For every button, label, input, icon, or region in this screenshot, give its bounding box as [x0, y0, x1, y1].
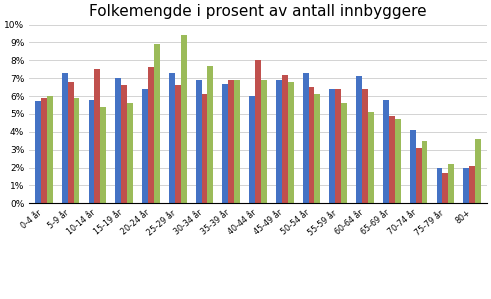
Bar — [341, 103, 347, 203]
Bar — [154, 44, 160, 203]
Bar — [335, 89, 341, 203]
Bar — [329, 89, 335, 203]
Bar — [302, 73, 308, 203]
Bar — [308, 87, 314, 203]
Bar — [41, 98, 47, 203]
Bar — [228, 80, 234, 203]
Bar — [74, 98, 80, 203]
Bar — [383, 100, 389, 203]
Bar — [436, 167, 442, 203]
Bar — [464, 167, 469, 203]
Bar — [395, 119, 401, 203]
Bar — [62, 73, 68, 203]
Bar — [195, 80, 201, 203]
Bar — [314, 94, 320, 203]
Bar — [255, 60, 261, 203]
Bar — [261, 80, 267, 203]
Bar — [288, 82, 294, 203]
Bar — [201, 94, 207, 203]
Bar — [142, 89, 148, 203]
Bar — [368, 112, 374, 203]
Bar — [121, 85, 127, 203]
Bar — [469, 166, 475, 203]
Bar — [282, 74, 288, 203]
Bar — [389, 116, 395, 203]
Bar — [47, 96, 53, 203]
Bar — [222, 83, 228, 203]
Bar — [249, 96, 255, 203]
Bar — [88, 100, 94, 203]
Bar — [475, 139, 481, 203]
Bar — [68, 82, 74, 203]
Bar — [422, 141, 427, 203]
Bar — [207, 65, 213, 203]
Bar — [181, 35, 187, 203]
Title: Folkemengde i prosent av antall innbyggere: Folkemengde i prosent av antall innbygge… — [89, 4, 427, 19]
Bar — [410, 130, 416, 203]
Bar — [169, 73, 175, 203]
Bar — [100, 107, 106, 203]
Bar — [234, 80, 240, 203]
Bar — [276, 80, 282, 203]
Bar — [148, 67, 154, 203]
Bar — [416, 148, 422, 203]
Bar — [35, 101, 41, 203]
Bar — [94, 69, 100, 203]
Bar — [115, 78, 121, 203]
Bar — [448, 164, 454, 203]
Bar — [175, 85, 181, 203]
Bar — [356, 76, 362, 203]
Bar — [127, 103, 133, 203]
Bar — [362, 89, 368, 203]
Bar — [442, 173, 448, 203]
